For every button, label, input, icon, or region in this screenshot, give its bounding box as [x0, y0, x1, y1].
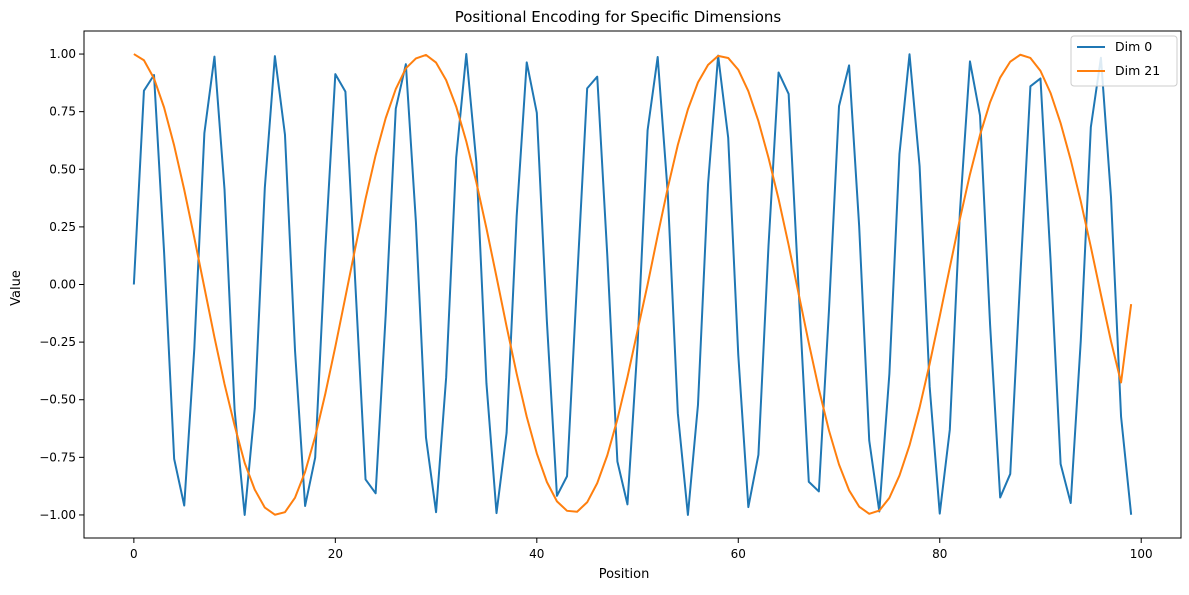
- y-tick-label: −1.00: [39, 508, 76, 522]
- plot-frame: [83, 30, 1182, 539]
- y-tick-label: 0.75: [49, 105, 76, 119]
- x-tick-label: 40: [529, 547, 544, 561]
- series-line-dim-0: [132, 53, 1133, 516]
- x-axis: 0 20 40 60 80 100: [130, 538, 1153, 561]
- legend-box: [1070, 35, 1178, 87]
- y-tick-label: 0.25: [49, 220, 76, 234]
- x-tick-label: 20: [328, 547, 343, 561]
- y-tick-label: 1.00: [49, 47, 76, 61]
- x-tick-label: 80: [932, 547, 947, 561]
- y-axis: −1.00 −0.75 −0.50 −0.25 0.00 0.25 0.50 0.75 1.00: [39, 47, 84, 522]
- y-axis-label: Value: [9, 270, 24, 306]
- series-layer: [132, 53, 1133, 516]
- y-tick-label: −0.25: [39, 335, 76, 349]
- y-tick-label: −0.50: [39, 393, 76, 407]
- series-line-dim-21: [133, 53, 1133, 516]
- legend-label-dim-21: Dim 21: [1115, 63, 1160, 78]
- y-tick-label: −0.75: [39, 450, 76, 464]
- chart-title: Positional Encoding for Specific Dimensi…: [455, 8, 782, 26]
- x-axis-label: Position: [599, 567, 650, 582]
- x-tick-label: 60: [731, 547, 746, 561]
- y-tick-label: 0.50: [49, 162, 76, 176]
- x-tick-label: 100: [1130, 547, 1153, 561]
- x-tick-label: 0: [130, 547, 138, 561]
- y-tick-label: 0.00: [49, 278, 76, 292]
- legend-label-dim-0: Dim 0: [1115, 39, 1152, 54]
- legend: Dim 0 Dim 21: [1070, 35, 1178, 87]
